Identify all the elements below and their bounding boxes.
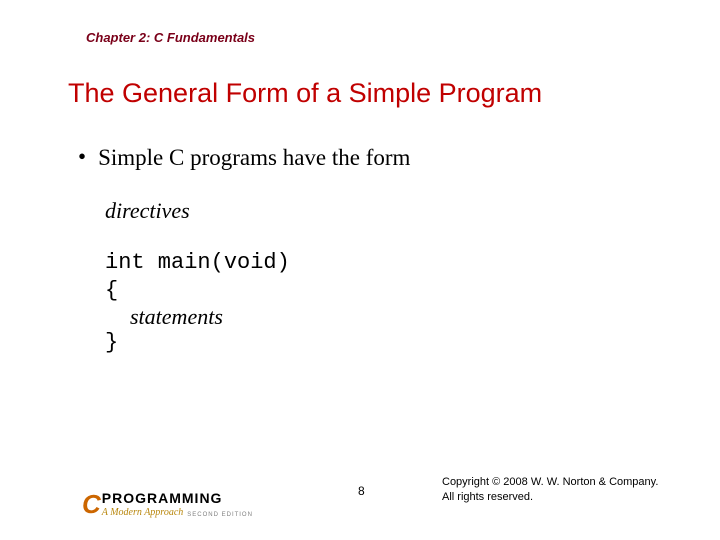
copyright-text: Copyright © 2008 W. W. Norton & Company.… — [442, 475, 658, 504]
copyright-line-1: Copyright © 2008 W. W. Norton & Company. — [442, 475, 658, 489]
page-number: 8 — [358, 484, 365, 498]
code-line-4: } — [105, 330, 118, 355]
logo-subtitle: A Modern Approach — [102, 507, 183, 518]
book-logo: C PROGRAMMING A Modern Approach SECOND E… — [82, 491, 253, 518]
chapter-label: Chapter 2: C Fundamentals — [86, 30, 255, 45]
logo-programming-text: PROGRAMMING — [102, 491, 253, 505]
code-line-1: int main(void) — [105, 250, 290, 275]
code-line-0: directives — [105, 198, 190, 224]
footer: C PROGRAMMING A Modern Approach SECOND E… — [0, 482, 720, 522]
logo-c-letter: C — [82, 491, 100, 517]
copyright-line-2: All rights reserved. — [442, 490, 658, 504]
slide-title: The General Form of a Simple Program — [68, 78, 542, 109]
bullet-text: Simple C programs have the form — [98, 145, 410, 171]
code-line-2: { — [105, 278, 118, 303]
bullet-marker: • — [78, 145, 86, 168]
code-line-3: statements — [130, 304, 223, 330]
logo-edition: SECOND EDITION — [187, 512, 253, 518]
bullet-item: • Simple C programs have the form — [78, 145, 410, 171]
